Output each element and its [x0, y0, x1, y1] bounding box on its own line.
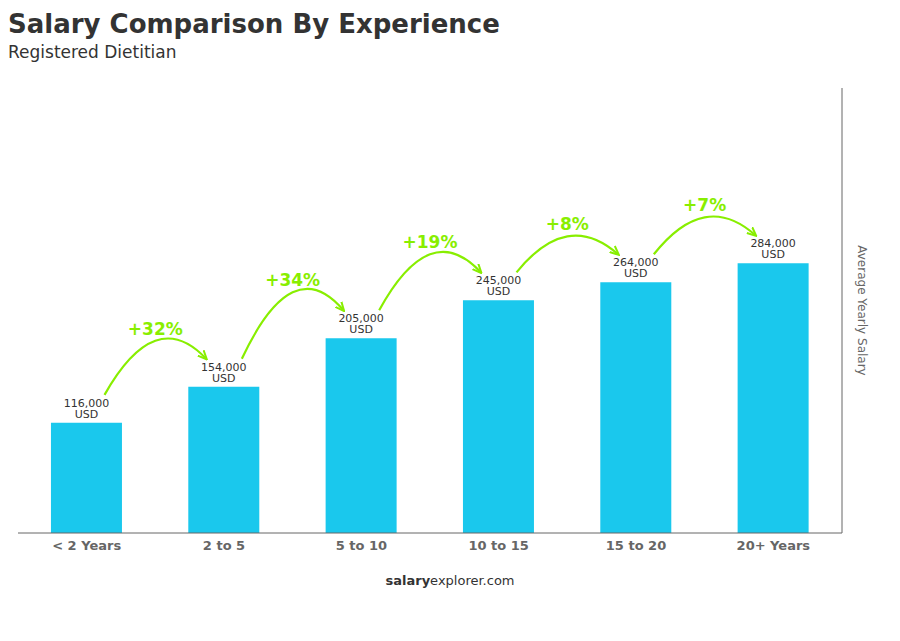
svg-text:284,000USD: 284,000USD	[750, 237, 796, 261]
svg-text:10 to 15: 10 to 15	[468, 538, 528, 553]
svg-text:245,000USD: 245,000USD	[476, 274, 522, 298]
svg-text:+8%: +8%	[546, 214, 589, 234]
svg-text:5 to 10: 5 to 10	[336, 538, 387, 553]
svg-text:264,000USD: 264,000USD	[613, 256, 659, 280]
svg-text:116,000USD: 116,000USD	[64, 397, 110, 421]
svg-text:+32%: +32%	[128, 319, 183, 339]
html-text:salary explorer.com: salary explorer.com	[385, 573, 515, 588]
svg-text:2 to 5: 2 to 5	[203, 538, 245, 553]
html-text:Salary Comparison By Experienc: Salary Comparison By Experience	[8, 9, 500, 39]
svg-text:+7%: +7%	[683, 195, 726, 215]
svg-text:+19%: +19%	[403, 232, 458, 252]
svg-text:15 to 20: 15 to 20	[606, 538, 666, 553]
svg-text:< 2 Years: < 2 Years	[52, 538, 121, 553]
svg-text:Average Yearly Salary: Average Yearly Salary	[855, 245, 869, 375]
svg-text:20+ Years: 20+ Years	[737, 538, 811, 553]
html-text:Registered Dietitian: Registered Dietitian	[8, 42, 177, 62]
svg-text:154,000USD: 154,000USD	[201, 361, 247, 385]
svg-text:205,000USD: 205,000USD	[338, 312, 384, 336]
svg-text:+34%: +34%	[265, 270, 320, 290]
